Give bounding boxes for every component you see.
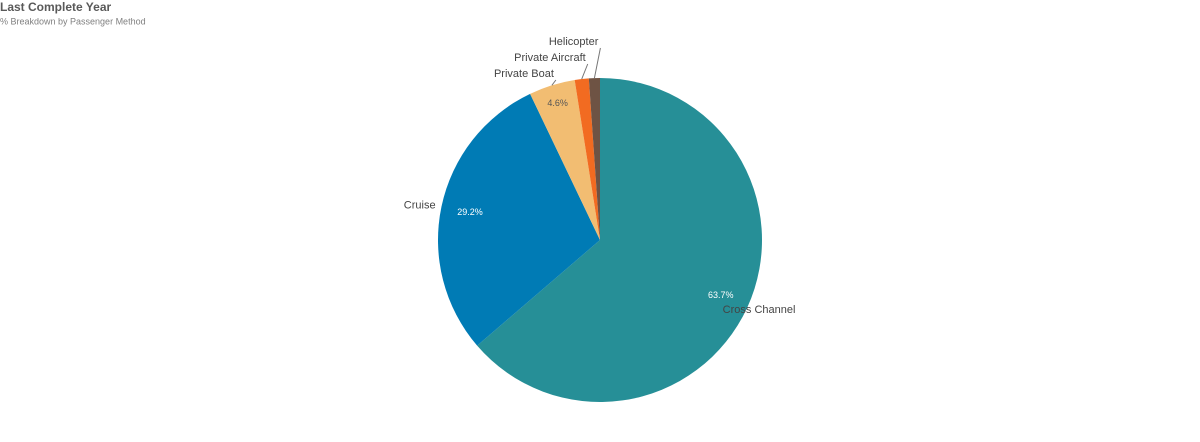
chart-subtitle: % Breakdown by Passenger Method — [0, 16, 146, 26]
value-label: 63.7% — [708, 290, 734, 300]
slice-label: Cruise — [404, 199, 436, 211]
value-label: 4.6% — [547, 98, 568, 108]
leader-line — [581, 63, 589, 80]
pie-slice — [477, 78, 763, 403]
slice-label: Private Aircraft — [514, 52, 586, 64]
value-label: 29.2% — [457, 207, 483, 217]
chart-title: Last Complete Year — [0, 0, 111, 14]
pie-slice — [574, 78, 600, 240]
pie-slice — [437, 93, 600, 346]
slice-label: Private Boat — [494, 68, 554, 80]
leader-line — [551, 79, 557, 86]
pie-slice — [530, 79, 600, 240]
leader-line — [593, 47, 601, 79]
slice-label: Cross Channel — [723, 304, 796, 316]
slice-label: Helicopter — [549, 36, 599, 48]
pie-slice — [588, 78, 600, 240]
